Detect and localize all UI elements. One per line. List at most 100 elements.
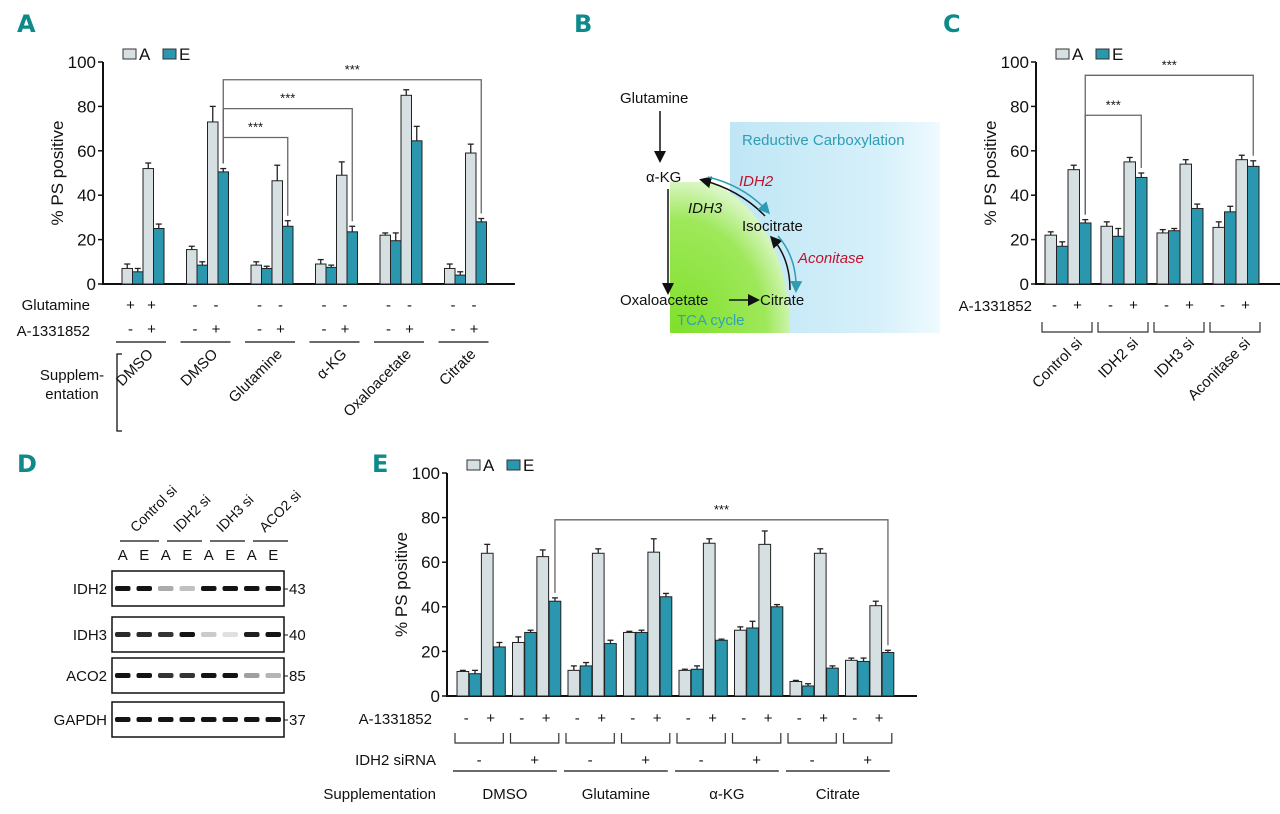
bar-e	[454, 274, 466, 285]
node-glutamine: Glutamine	[620, 90, 688, 107]
bar-a	[142, 168, 154, 285]
supplementation-label: α-KG	[709, 786, 744, 803]
bar-a	[845, 659, 858, 697]
sirna-sign: +	[530, 752, 539, 769]
bar-a	[1212, 226, 1225, 285]
blot-band	[244, 586, 260, 591]
blot-protein-label: IDH3	[73, 627, 107, 644]
bar-a	[536, 556, 550, 697]
significance-label: ***	[345, 62, 360, 77]
drug-sign: -	[128, 321, 133, 338]
glutamine-sign: +	[126, 297, 135, 314]
glutamine-sign: -	[257, 297, 262, 314]
supplementation-label: α-KG	[313, 346, 350, 383]
bar-a	[623, 631, 636, 697]
bar-a	[480, 552, 494, 697]
drug-sign: -	[193, 321, 198, 338]
y-tick-label: 80	[1010, 97, 1029, 116]
diagram-b: Glutamine α-KG Oxaloacetate Citrate Isoc…	[620, 90, 940, 333]
node-citrate: Citrate	[760, 292, 804, 309]
bar-a	[813, 552, 827, 697]
bar-e	[390, 240, 402, 285]
blot-lane-label: E	[225, 547, 235, 564]
glutamine-sign: -	[193, 297, 198, 314]
significance-bracket	[222, 79, 482, 214]
y-tick-label: 40	[77, 186, 96, 205]
bar-e	[196, 264, 208, 285]
blot-band	[158, 673, 174, 678]
label-aconitase: Aconitase	[797, 250, 864, 267]
arrow-akg-isocitrate	[707, 176, 770, 215]
supplementation-label: Citrate	[436, 346, 479, 389]
group-bracket	[1209, 322, 1261, 333]
drug-sign: +	[1185, 297, 1194, 314]
bar-a	[1156, 232, 1169, 285]
drug-sign: +	[276, 321, 285, 338]
row-label-sirna: IDH2 siRNA	[355, 752, 436, 769]
bar-e	[1079, 222, 1092, 285]
drug-sign: -	[257, 321, 262, 338]
y-tick-label: 60	[421, 553, 440, 572]
y-tick-label: 20	[1010, 231, 1029, 250]
drug-sign: -	[630, 710, 635, 727]
node-akg: α-KG	[646, 169, 681, 186]
y-tick-label: 40	[421, 598, 440, 617]
bar-a	[1100, 225, 1113, 285]
bar-a	[121, 267, 133, 285]
blot-band	[115, 717, 131, 722]
bar-a	[789, 681, 803, 697]
legend-label-e: E	[179, 45, 190, 64]
y-tick-label: 20	[421, 642, 440, 661]
bar-e	[1191, 208, 1204, 285]
blot-band	[265, 586, 281, 591]
panel-label-a: A	[17, 10, 36, 38]
blot-band	[222, 632, 238, 637]
blot-lane-label: E	[182, 547, 192, 564]
blot-kda-label: 43	[289, 581, 306, 598]
bar-e	[801, 685, 815, 697]
y-tick-label: 40	[1010, 186, 1029, 205]
legend-swatch-a	[466, 459, 481, 471]
y-tick-label: 0	[1020, 275, 1029, 294]
blot-band	[201, 717, 217, 722]
drug-sign: +	[764, 710, 773, 727]
group-bracket	[1041, 322, 1093, 333]
bar-e	[1224, 211, 1237, 285]
legend-swatch-e	[506, 459, 521, 471]
blot-band	[201, 586, 217, 591]
significance-label: ***	[1162, 57, 1177, 72]
bar-e	[153, 228, 165, 285]
bar-e	[715, 639, 728, 697]
drug-sign: +	[470, 321, 479, 338]
sirna-sign: -	[477, 752, 482, 769]
supplementation-label: DMSO	[482, 786, 527, 803]
blot-band	[222, 586, 238, 591]
supplementation-label: Oxaloacetate	[340, 346, 415, 421]
node-isocitrate: Isocitrate	[742, 218, 803, 235]
legend-label-a: A	[483, 456, 495, 475]
supplementation-label: Glutamine	[582, 786, 650, 803]
drug-sign: -	[1164, 297, 1169, 314]
bar-e	[1168, 230, 1181, 285]
blot-band	[115, 632, 131, 637]
bar-a	[207, 121, 219, 285]
sirna-sign: -	[588, 752, 593, 769]
bar-e	[1135, 176, 1148, 285]
blot-band	[115, 673, 131, 678]
bar-e	[493, 646, 506, 697]
bar-a	[465, 152, 477, 285]
glutamine-sign: -	[386, 297, 391, 314]
y-axis-label: % PS positive	[48, 121, 67, 226]
bar-e	[132, 271, 144, 285]
tca-cycle-region	[670, 182, 791, 333]
bar-e	[881, 652, 895, 697]
y-tick-label: 100	[1001, 53, 1029, 72]
drug-sign: -	[1220, 297, 1225, 314]
y-tick-label: 20	[77, 231, 96, 250]
blot-group-label: ACO2 si	[256, 487, 304, 535]
row-label-drug: A-1331852	[359, 711, 432, 728]
row-label-drug: A-1331852	[17, 323, 90, 340]
bar-e	[1112, 235, 1125, 285]
drug-sign: -	[464, 710, 469, 727]
group-bracket	[1097, 322, 1149, 333]
